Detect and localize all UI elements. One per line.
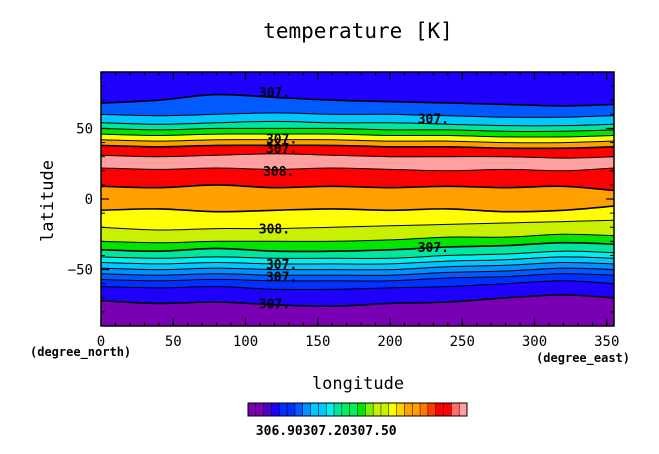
contour-line: [100, 184, 615, 192]
contour-label: 307.: [266, 132, 297, 147]
colorbar-swatch: [287, 403, 296, 416]
colorbar-label: 307.20: [303, 424, 350, 439]
x-tick-label: 350: [594, 334, 619, 350]
colorbar-swatch: [373, 403, 382, 416]
colorbar-swatch: [404, 403, 413, 416]
chart-title: temperature [K]: [263, 19, 453, 43]
contour-line: [100, 167, 615, 172]
contour-line: [100, 153, 615, 159]
colorbar-swatch: [435, 403, 444, 416]
colorbar-swatch: [326, 403, 335, 416]
colorbar-swatch: [318, 403, 327, 416]
x-tick-label: 0: [97, 334, 105, 350]
colorbar-swatch: [341, 403, 350, 416]
colorbar-label: 306.90: [256, 424, 303, 439]
colorbar-swatch: [380, 403, 390, 416]
contour-line: [100, 112, 615, 118]
colorbar-swatch: [412, 403, 421, 416]
x-tick-label: 300: [522, 334, 547, 350]
contour-label: 308.: [263, 165, 294, 180]
colorbar-swatch: [459, 403, 468, 416]
contour-line: [100, 127, 615, 132]
y-axis-ticks: −50 0 50: [68, 85, 614, 313]
contour-labels: 307.307.307.307.308.308.307.307.307.307.: [259, 86, 449, 313]
colorbar-swatch: [365, 403, 374, 416]
contour-line: [100, 205, 615, 213]
contour-label: 307.: [266, 142, 297, 157]
x-unit-label: (degree_east): [536, 351, 630, 366]
colorbar-swatch: [255, 403, 264, 416]
x-axis-label: longitude: [312, 374, 404, 394]
contour-lines: [100, 93, 615, 308]
colorbar-swatch: [334, 403, 343, 416]
colorbar-swatch: [271, 403, 280, 416]
y-unit-label: (degree_north): [30, 345, 131, 360]
colorbar-swatch: [294, 403, 304, 416]
contour-line: [100, 133, 615, 138]
colorbar-swatch: [349, 403, 358, 416]
contour-label: 307.: [418, 241, 449, 256]
contour-label: 307.: [259, 86, 290, 101]
contour-line: [100, 280, 615, 291]
y-axis-label: latitude: [38, 160, 58, 242]
x-axis-ticks: 0 50 100 150 200 250 300 350: [97, 72, 619, 350]
colorbar-swatch: [263, 403, 272, 416]
y-tick-label: 0: [85, 192, 93, 208]
x-tick-label: 100: [233, 334, 258, 350]
contour-line: [100, 267, 615, 276]
contour-band: [100, 184, 615, 213]
contour-line: [100, 144, 615, 150]
contour-line: [100, 219, 615, 231]
x-tick-label: 200: [377, 334, 402, 350]
contour-line: [100, 273, 615, 282]
colorbar-frame: [247, 402, 468, 417]
colorbar-swatch: [279, 403, 288, 416]
contour-line: [100, 120, 615, 127]
colorbar-swatch: [420, 403, 429, 416]
contour-label: 308.: [259, 223, 290, 238]
contour-line: [100, 233, 615, 244]
colorbar-swatch: [248, 403, 257, 416]
colorbar-swatch: [357, 403, 366, 416]
contour-label: 307.: [266, 271, 297, 286]
contour-line: [100, 93, 615, 107]
colorbar-swatch: [310, 403, 319, 416]
contour-line: [100, 139, 615, 144]
colorbar-swatch: [443, 403, 452, 416]
contour-line: [100, 261, 615, 271]
contour-label: 307.: [418, 113, 449, 128]
y-tick-label: −50: [68, 263, 93, 279]
contour-line: [100, 241, 615, 253]
contour-label: 307.: [259, 297, 290, 312]
contour-line: [100, 256, 615, 265]
x-tick-label: 150: [305, 334, 330, 350]
colorbar-swatch: [302, 403, 311, 416]
y-tick-label: 50: [76, 121, 93, 137]
colorbar: 306.90 307.20 307.50: [247, 402, 468, 439]
colorbar-label: 307.50: [350, 424, 397, 439]
x-tick-label: 50: [165, 334, 182, 350]
contour-label: 307.: [266, 258, 297, 273]
colorbar-swatch: [451, 403, 460, 416]
contour-line: [100, 294, 615, 308]
contour-line: [100, 250, 615, 259]
x-tick-label: 250: [450, 334, 475, 350]
colorbar-swatch: [427, 403, 437, 416]
colorbar-swatch: [388, 403, 397, 416]
colorbar-swatch: [396, 403, 405, 416]
